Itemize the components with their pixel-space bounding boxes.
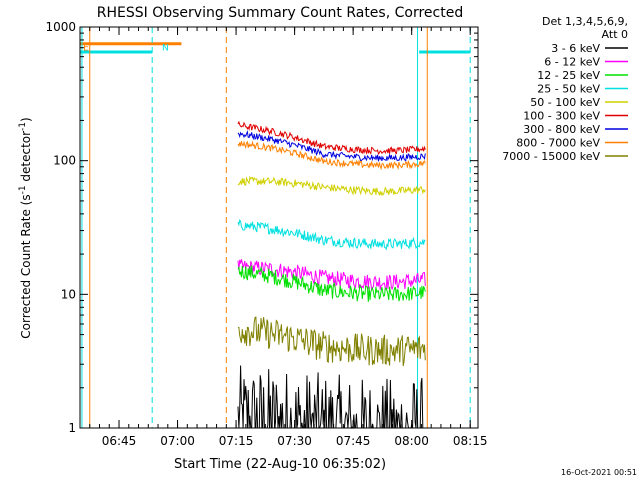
x-tick-label-4: 07:45 (336, 434, 371, 448)
y-tick-label-0: 1 (68, 421, 76, 435)
x-tick-label-3: 07:30 (277, 434, 312, 448)
y-tick-label-1: 10 (61, 287, 76, 301)
axes: 1 10 100 1000 06:45 07:00 07:15 07:30 07:45 08:00… (45, 20, 487, 448)
series-line-8 (237, 316, 426, 367)
series-line-4 (237, 175, 426, 197)
y-axis-label-part2: detector (19, 131, 33, 186)
series-line-0 (237, 365, 426, 430)
legend-label-3: 25 - 50 keV (537, 83, 600, 96)
legend-label-2: 12 - 25 keV (537, 69, 600, 82)
plot-frame (79, 26, 479, 429)
flag-label-0: E (83, 44, 89, 54)
y-axis-label-part1: Corrected Count Rate (s (19, 194, 33, 338)
x-tick-label-5: 08:00 (394, 434, 429, 448)
series-line-6 (237, 129, 426, 162)
series-line-1 (237, 259, 426, 292)
footer-timestamp: 16-Oct-2021 00:51 (561, 468, 637, 477)
y-axis-label-sup1: -1 (18, 185, 28, 194)
x-axis-label: Start Time (22-Aug-10 06:35:02) (174, 457, 386, 472)
legend-header-line-2: Att 0 (602, 28, 628, 41)
y-axis-label: Corrected Count Rate (s-1 detector-1) (18, 117, 33, 338)
x-tick-label-0: 06:45 (102, 434, 137, 448)
series-line-2 (237, 265, 426, 302)
chart-title: RHESSI Observing Summary Count Rates, Co… (97, 5, 463, 21)
y-tick-label-3: 1000 (45, 20, 76, 34)
legend-label-6: 300 - 800 keV (523, 123, 600, 136)
series-line-7 (237, 140, 426, 171)
legend-label-1: 6 - 12 keV (544, 56, 600, 69)
legend-label-5: 100 - 300 keV (523, 110, 600, 123)
x-tick-label-6: 08:15 (453, 434, 488, 448)
x-tick-label-2: 07:15 (219, 434, 254, 448)
y-tick-label-2: 100 (53, 154, 76, 168)
x-tick-label-1: 07:00 (160, 434, 195, 448)
series-line-5 (237, 120, 426, 155)
legend-label-0: 3 - 6 keV (551, 42, 600, 55)
legend-label-8: 7000 - 15000 keV (502, 150, 600, 163)
y-axis-label-part3: ) (19, 117, 33, 122)
flag-label-1: N (162, 44, 169, 54)
y-axis-label-sup2: -1 (18, 122, 28, 131)
legend-header-line-1: Det 1,3,4,5,6,9, (542, 15, 628, 28)
legend-label-7: 800 - 7000 keV (516, 137, 600, 150)
legend-label-4: 50 - 100 keV (530, 96, 600, 109)
series-line-3 (237, 219, 426, 251)
